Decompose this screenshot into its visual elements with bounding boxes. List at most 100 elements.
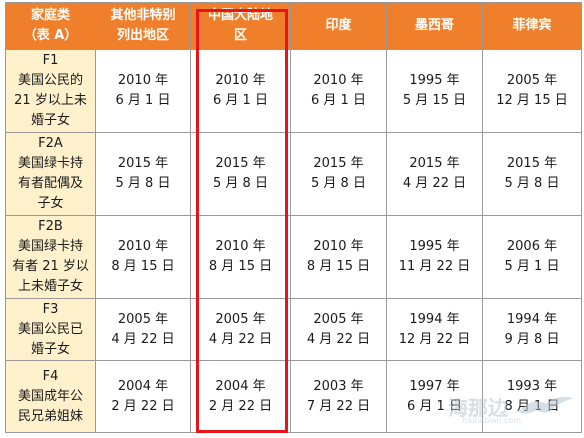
date-cell: 2010 年 8 月 15 日	[290, 215, 387, 299]
date-day: 12 月 22 日	[398, 331, 471, 347]
category-line: F1	[42, 53, 59, 68]
category-line: 美国绿卡持	[17, 239, 83, 254]
date-day: 11 月 22 日	[398, 259, 471, 274]
date-year: 2003 年	[313, 378, 364, 394]
category-line: 婚子女	[30, 113, 70, 128]
date-cell: 2010 年 6 月 1 日	[190, 49, 291, 133]
date-year: 2015 年	[215, 156, 266, 171]
date-year: 1995 年	[409, 239, 460, 254]
header-col-line1: 菲律宾	[512, 18, 552, 33]
header-mexico: 墨西哥	[386, 2, 483, 50]
category-line: 婚子女	[30, 341, 70, 357]
date-cell: 2006 年 5 月 1 日	[482, 215, 582, 299]
date-cell: 2015 年 4 月 22 日	[386, 132, 483, 216]
date-cell: 2003 年 7 月 22 日	[290, 360, 387, 433]
category-line: 子女	[37, 196, 64, 211]
date-day: 8 月 15 日	[111, 259, 175, 274]
header-col-line2: 区	[233, 28, 247, 43]
date-year: 1994 年	[409, 311, 460, 327]
category-line: 民兄弟姐妹	[17, 408, 83, 424]
date-day: 5 月 1 日	[504, 259, 560, 274]
table-row: F2B 美国绿卡持 有者 21 岁以 上未婚子女 2010 年 8 月 15 日 2010 …	[5, 215, 582, 299]
category-line: 美国绿卡持	[17, 156, 83, 171]
date-day: 5 月 8 日	[115, 176, 171, 191]
date-cell: 2010 年 6 月 1 日	[95, 49, 191, 133]
date-day: 2 月 22 日	[208, 398, 273, 414]
date-year: 2006 年	[506, 239, 558, 254]
category-cell: F4 美国成年公民兄弟姐妹	[5, 360, 96, 433]
header-category: 家庭类 （表 A）	[5, 2, 96, 50]
date-cell: 1993 年 8 月 1 日	[482, 360, 582, 433]
date-cell: 1995 年 11 月 22 日	[386, 215, 483, 299]
date-day: 6 月 1 日	[311, 93, 366, 108]
category-line: F3	[42, 301, 59, 317]
header-col-line1: 其他非特别	[110, 8, 176, 23]
date-day: 8 月 15 日	[306, 259, 371, 274]
date-day: 6 月 1 日	[213, 93, 268, 108]
date-cell: 2005 年 4 月 22 日	[190, 298, 291, 361]
date-day: 6 月 1 日	[407, 398, 462, 414]
date-day: 7 月 22 日	[306, 398, 371, 414]
category-line: F4	[42, 368, 59, 384]
date-cell: 2004 年 2 月 22 日	[95, 360, 191, 433]
date-day: 4 月 22 日	[402, 176, 467, 191]
date-cell: 2004 年 2 月 22 日	[190, 360, 291, 433]
date-year: 2010 年	[313, 73, 364, 88]
date-cell: 2005 年 4 月 22 日	[290, 298, 387, 361]
date-day: 5 月 8 日	[504, 176, 560, 191]
date-year: 2015 年	[117, 156, 169, 171]
date-year: 2005 年	[117, 311, 169, 327]
date-cell: 2010 年 8 月 15 日	[190, 215, 291, 299]
category-line: 有者配偶及	[17, 176, 83, 191]
header-category-line1: 家庭类	[30, 8, 70, 23]
date-cell: 2005 年 4 月 22 日	[95, 298, 191, 361]
date-year: 2015 年	[313, 156, 364, 171]
category-line: 美国公民已	[17, 321, 83, 337]
date-cell: 2015 年 5 月 8 日	[95, 132, 191, 216]
category-line: 21 岁以上未	[14, 93, 87, 108]
date-day: 4 月 22 日	[306, 331, 371, 347]
header-india: 印度	[290, 2, 387, 50]
category-line: 美国公民的	[17, 73, 83, 88]
date-cell: 1997 年 6 月 1 日	[386, 360, 483, 433]
date-year: 2015 年	[506, 156, 558, 171]
date-day: 5 月 8 日	[311, 176, 366, 191]
table-row: F2A 美国绿卡持有者配偶及子女 2015 年 5 月 8 日 2015 年 5 月 8 …	[5, 132, 582, 216]
date-day: 5 月 15 日	[402, 93, 467, 108]
table-row: F4 美国成年公 民兄弟姐妹 2004 年 2 月 22 日 2004 年 2 月 22 日…	[5, 360, 582, 433]
table-row: F1 美国公民的 21 岁以上未 婚子女 2010 年 6 月 1 日 2010 年 6 月 …	[5, 49, 582, 133]
category-line: F2A	[38, 136, 63, 151]
date-day: 8 月 1 日	[504, 398, 560, 414]
date-year: 2010 年	[215, 239, 266, 254]
date-year: 2010 年	[215, 73, 266, 88]
category-cell: F2A 美国绿卡持有者配偶及子女	[5, 132, 96, 216]
date-cell: 1994 年 12 月 22 日	[386, 298, 483, 361]
date-year: 2005 年	[215, 311, 266, 327]
date-cell: 2010 年 8 月 15 日	[95, 215, 191, 299]
date-year: 2015 年	[409, 156, 460, 171]
category-line: 美国成年公	[17, 388, 83, 404]
category-cell: F3 美国公民已婚子女	[5, 298, 96, 361]
category-line: 上未婚子女	[17, 279, 83, 294]
date-year: 2010 年	[117, 239, 169, 254]
header-category-line2: （表 A）	[23, 28, 78, 43]
date-year: 1993 年	[506, 378, 558, 394]
header-china-mainland: 中国大陆地 区	[190, 2, 291, 50]
date-year: 2004 年	[117, 378, 169, 394]
header-col-line2: 列出地区	[116, 28, 169, 43]
date-cell: 2010 年 6 月 1 日	[290, 49, 387, 133]
date-year: 2010 年	[313, 239, 364, 254]
header-col-line1: 印度	[325, 18, 352, 33]
date-year: 1995 年	[409, 73, 460, 88]
header-philippines: 菲律宾	[482, 2, 582, 50]
category-cell: F1 美国公民的 21 岁以上未 婚子女	[5, 49, 96, 133]
header-other-regions: 其他非特别 列出地区	[95, 2, 191, 50]
date-year: 2004 年	[215, 378, 266, 394]
date-year: 2005 年	[313, 311, 364, 327]
date-year: 1997 年	[409, 378, 460, 394]
date-year: 1994 年	[506, 311, 558, 327]
category-cell: F2B 美国绿卡持 有者 21 岁以 上未婚子女	[5, 215, 96, 299]
date-cell: 1994 年 9 月 8 日	[482, 298, 582, 361]
header-col-line1: 中国大陆地	[207, 8, 273, 23]
